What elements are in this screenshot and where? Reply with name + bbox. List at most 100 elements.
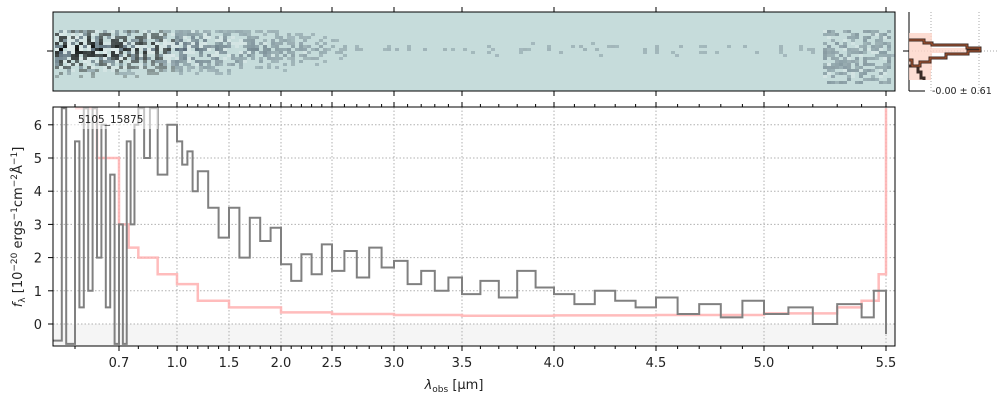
2d-pixel xyxy=(159,63,163,66)
2d-pixel xyxy=(139,57,143,60)
2d-pixel xyxy=(67,54,71,57)
2d-pixel xyxy=(67,63,71,66)
2d-pixel xyxy=(247,39,251,42)
2d-pixel xyxy=(279,39,283,42)
2d-pixel xyxy=(283,69,287,72)
2d-pixel xyxy=(847,51,851,54)
2d-pixel xyxy=(55,63,59,66)
2d-pixel xyxy=(887,78,891,81)
2d-pixel xyxy=(823,33,827,36)
2d-pixel xyxy=(303,54,307,57)
2d-pixel xyxy=(179,48,183,51)
2d-pixel xyxy=(423,48,427,51)
2d-pixel xyxy=(91,45,95,48)
2d-pixel xyxy=(191,51,195,54)
2d-pixel xyxy=(291,39,295,42)
2d-pixel xyxy=(879,48,883,51)
2d-pixel xyxy=(275,60,279,63)
2d-pixel xyxy=(215,72,219,75)
2d-pixel xyxy=(147,36,151,39)
2d-pixel xyxy=(251,42,255,45)
2d-pixel xyxy=(827,72,831,75)
2d-pixel xyxy=(131,48,135,51)
2d-pixel xyxy=(71,36,75,39)
2d-pixel xyxy=(835,66,839,69)
2d-pixel xyxy=(291,54,295,57)
2d-pixel xyxy=(119,57,123,60)
2d-pixel xyxy=(243,57,247,60)
2d-pixel xyxy=(179,72,183,75)
2d-pixel xyxy=(387,48,391,51)
2d-pixel xyxy=(883,36,887,39)
2d-pixel xyxy=(131,72,135,75)
2d-pixel xyxy=(643,48,647,51)
2d-pixel xyxy=(303,45,307,48)
2d-pixel xyxy=(851,48,855,51)
2d-pixel xyxy=(139,48,143,51)
2d-pixel xyxy=(155,33,159,36)
2d-pixel xyxy=(223,57,227,60)
2d-pixel xyxy=(247,36,251,39)
2d-pixel xyxy=(855,33,859,36)
2d-pixel xyxy=(143,51,147,54)
2d-pixel xyxy=(71,63,75,66)
2d-pixel xyxy=(219,72,223,75)
2d-pixel xyxy=(99,45,103,48)
2d-pixel xyxy=(303,48,307,51)
2d-pixel xyxy=(75,39,79,42)
2d-pixel xyxy=(79,42,83,45)
2d-pixel xyxy=(199,51,203,54)
2d-pixel xyxy=(203,39,207,42)
2d-pixel xyxy=(871,63,875,66)
2d-pixel xyxy=(883,54,887,57)
2d-pixel xyxy=(655,51,659,54)
2d-pixel xyxy=(163,63,167,66)
2d-pixel xyxy=(275,57,279,60)
2d-pixel xyxy=(163,60,167,63)
2d-pixel xyxy=(135,48,139,51)
2d-pixel xyxy=(839,63,843,66)
2d-pixel xyxy=(879,36,883,39)
2d-pixel xyxy=(867,57,871,60)
2d-pixel xyxy=(859,75,863,78)
2d-pixel xyxy=(163,39,167,42)
2d-pixel xyxy=(63,60,67,63)
2d-pixel xyxy=(63,39,67,42)
2d-pixel xyxy=(63,51,67,54)
2d-pixel xyxy=(279,42,283,45)
2d-pixel xyxy=(159,66,163,69)
2d-pixel xyxy=(119,51,123,54)
2d-pixel xyxy=(191,33,195,36)
2d-pixel xyxy=(831,69,835,72)
2d-pixel xyxy=(87,66,91,69)
2d-pixel xyxy=(67,42,71,45)
2d-pixel xyxy=(59,72,63,75)
2d-pixel xyxy=(67,60,71,63)
2d-pixel xyxy=(171,39,175,42)
2d-pixel xyxy=(187,51,191,54)
2d-pixel xyxy=(655,45,659,48)
2d-pixel xyxy=(179,33,183,36)
2d-pixel xyxy=(135,51,139,54)
2d-pixel xyxy=(191,45,195,48)
2d-pixel xyxy=(823,66,827,69)
2d-pixel xyxy=(847,66,851,69)
2d-pixel xyxy=(91,72,95,75)
2d-pixel xyxy=(127,48,131,51)
2d-pixel xyxy=(75,60,79,63)
2d-pixel xyxy=(263,33,267,36)
2d-pixel xyxy=(135,36,139,39)
2d-pixel xyxy=(111,63,115,66)
2d-pixel xyxy=(179,60,183,63)
2d-pixel xyxy=(887,48,891,51)
2d-pixel xyxy=(799,48,803,51)
2d-pixel xyxy=(247,33,251,36)
2d-pixel xyxy=(151,69,155,72)
2d-pixel xyxy=(851,75,855,78)
2d-pixel xyxy=(115,45,119,48)
2d-pixel xyxy=(171,63,175,66)
2d-pixel xyxy=(139,36,143,39)
x-tick-label: 1.5 xyxy=(219,356,240,371)
2d-pixel xyxy=(67,48,71,51)
2d-pixel xyxy=(103,51,107,54)
